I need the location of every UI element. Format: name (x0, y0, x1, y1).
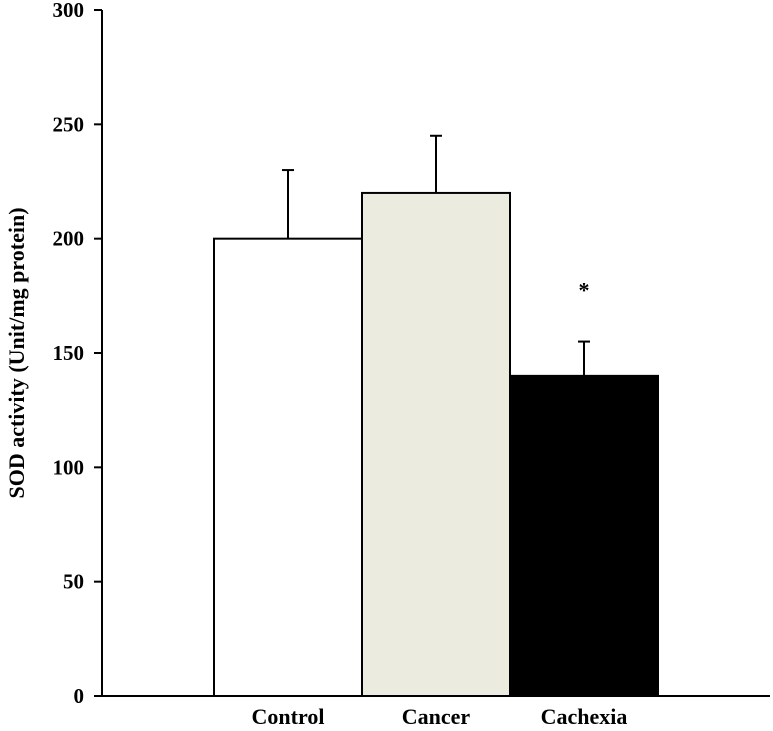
significance-marker: * (579, 278, 590, 303)
annotations: * (579, 278, 590, 303)
y-tick-label: 50 (63, 570, 84, 594)
bars (213, 191, 659, 698)
category-label-cachexia: Cachexia (541, 704, 628, 729)
error-bars (282, 134, 590, 376)
bar-cancer (361, 191, 511, 698)
y-tick-label: 100 (53, 455, 85, 479)
y-tick-label: 200 (53, 227, 85, 251)
y-axis-ticks: 0 50 100 150 200 250 300 (53, 0, 102, 708)
bar-cachexia (509, 374, 659, 697)
category-label-cancer: Cancer (402, 704, 471, 729)
y-tick-label: 250 (53, 112, 85, 136)
y-axis-title: SOD activity (Unit/mg protein) (4, 207, 29, 498)
y-tick-label: 0 (74, 684, 85, 708)
y-tick-label: 300 (53, 0, 85, 22)
y-tick-label: 150 (53, 341, 85, 365)
category-label-control: Control (252, 704, 325, 729)
bar-control (213, 237, 363, 698)
x-axis-category-labels: Control Cancer Cachexia (252, 704, 628, 729)
